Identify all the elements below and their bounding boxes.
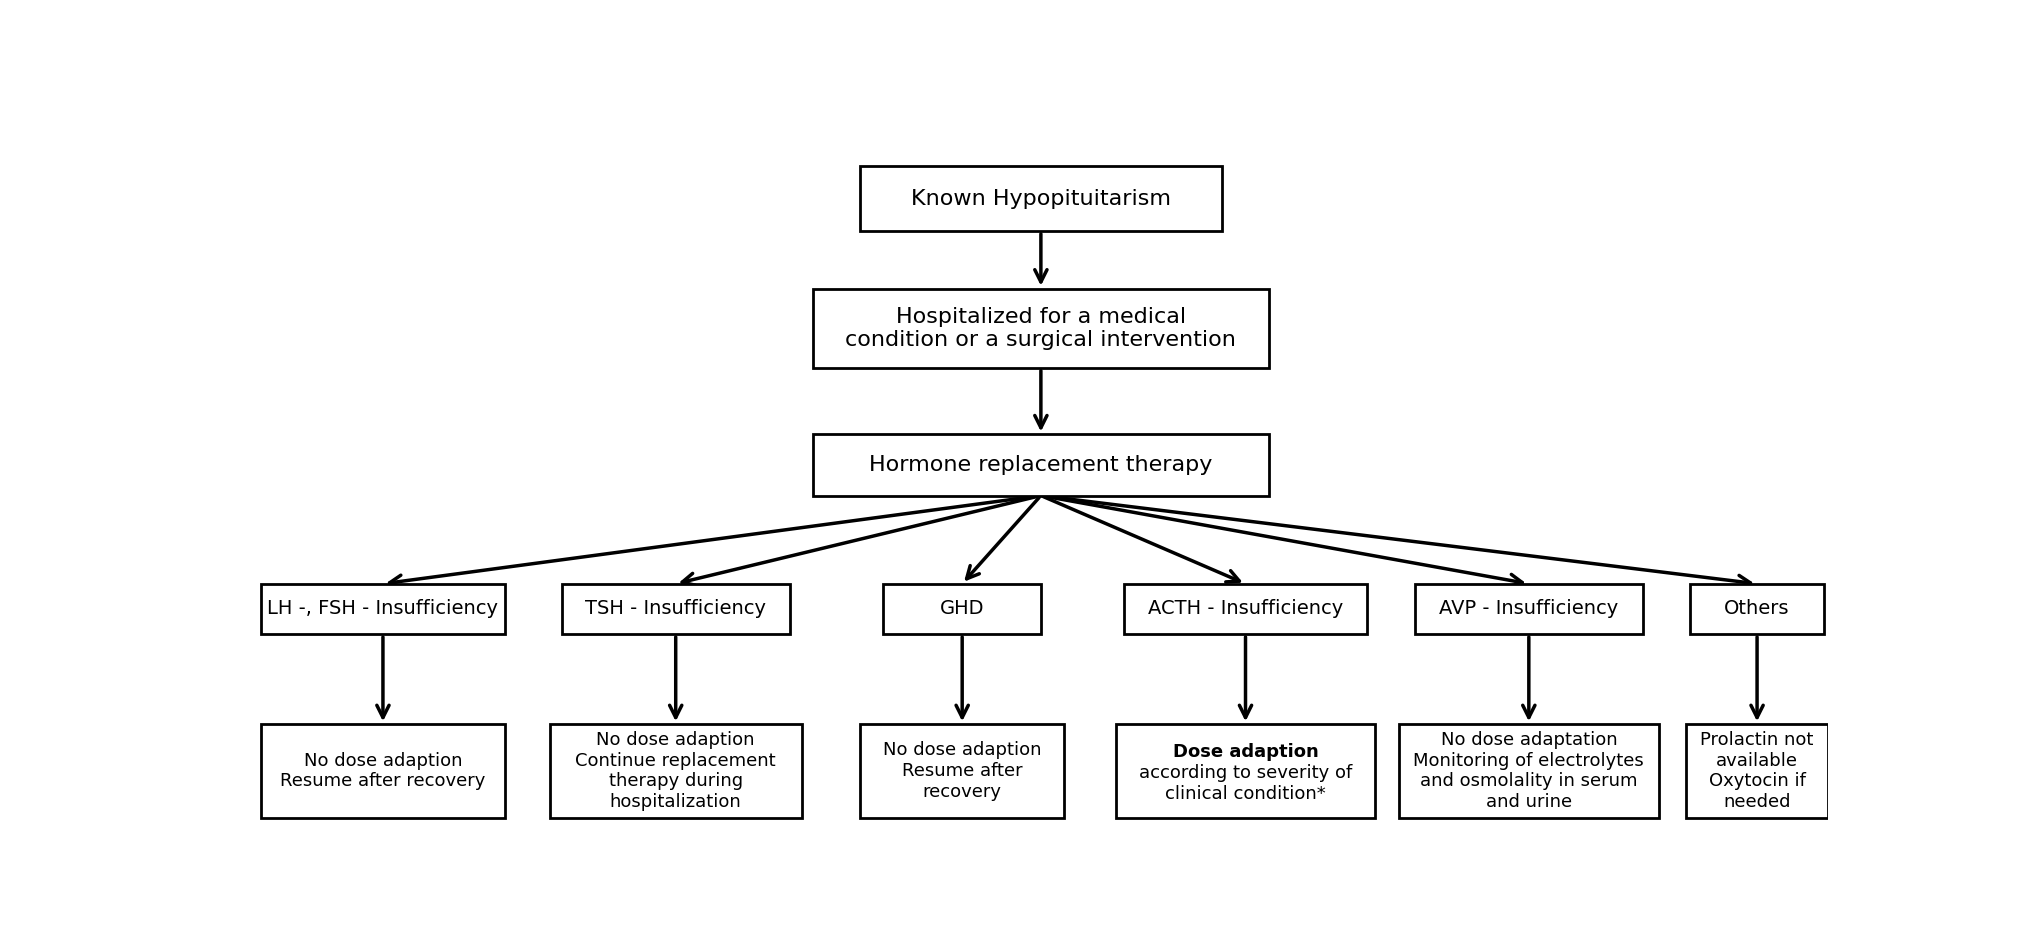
- FancyBboxPatch shape: [859, 166, 1222, 231]
- FancyBboxPatch shape: [260, 583, 505, 634]
- Text: ACTH - Insufficiency: ACTH - Insufficiency: [1147, 599, 1342, 618]
- FancyBboxPatch shape: [562, 583, 790, 634]
- FancyBboxPatch shape: [1123, 583, 1366, 634]
- Text: Hormone replacement therapy: Hormone replacement therapy: [869, 455, 1212, 475]
- Text: TSH - Insufficiency: TSH - Insufficiency: [585, 599, 765, 618]
- FancyBboxPatch shape: [883, 583, 1039, 634]
- Text: No dose adaption
Resume after recovery: No dose adaption Resume after recovery: [280, 752, 485, 790]
- Text: according to severity of
clinical condition*: according to severity of clinical condit…: [1139, 764, 1352, 802]
- Text: No dose adaption
Continue replacement
therapy during
hospitalization: No dose adaption Continue replacement th…: [574, 731, 775, 812]
- FancyBboxPatch shape: [1114, 724, 1374, 818]
- FancyBboxPatch shape: [550, 724, 802, 818]
- Text: Hospitalized for a medical
condition or a surgical intervention: Hospitalized for a medical condition or …: [844, 307, 1236, 350]
- FancyBboxPatch shape: [859, 724, 1064, 818]
- FancyBboxPatch shape: [1685, 724, 1827, 818]
- FancyBboxPatch shape: [1399, 724, 1659, 818]
- Text: LH -, FSH - Insufficiency: LH -, FSH - Insufficiency: [268, 599, 497, 618]
- Text: Known Hypopituitarism: Known Hypopituitarism: [909, 189, 1171, 209]
- Text: No dose adaptation
Monitoring of electrolytes
and osmolality in serum
and urine: No dose adaptation Monitoring of electro…: [1413, 731, 1644, 812]
- FancyBboxPatch shape: [812, 289, 1269, 367]
- Text: AVP - Insufficiency: AVP - Insufficiency: [1439, 599, 1618, 618]
- Text: Dose adaption: Dose adaption: [1171, 743, 1317, 761]
- FancyBboxPatch shape: [812, 435, 1269, 496]
- Text: No dose adaption
Resume after
recovery: No dose adaption Resume after recovery: [883, 741, 1041, 800]
- FancyBboxPatch shape: [1415, 583, 1642, 634]
- Text: Others: Others: [1723, 599, 1788, 618]
- FancyBboxPatch shape: [260, 724, 505, 818]
- Text: GHD: GHD: [940, 599, 985, 618]
- Text: Prolactin not
available
Oxytocin if
needed: Prolactin not available Oxytocin if need…: [1699, 731, 1813, 812]
- FancyBboxPatch shape: [1689, 583, 1823, 634]
